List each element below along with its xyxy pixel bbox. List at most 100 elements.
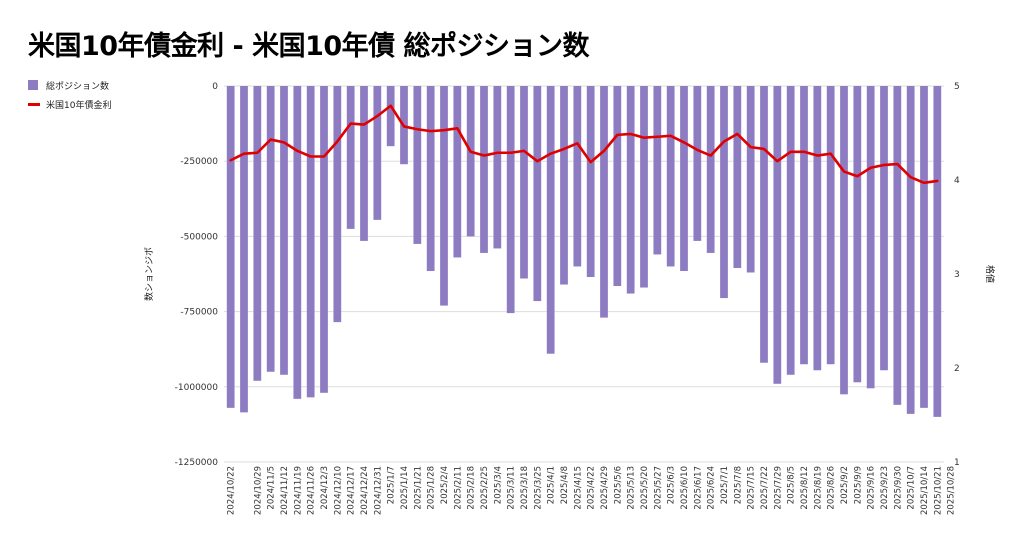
x-tick-label: 2024/11/19 <box>293 466 303 515</box>
bar <box>693 86 702 241</box>
x-tick-label: 2025/8/12 <box>800 466 810 510</box>
x-tick-label: 2024/12/10 <box>333 466 343 515</box>
x-tick-label: 2025/4/22 <box>587 466 597 510</box>
bar <box>773 86 782 384</box>
x-tick-label: 2025/7/1 <box>720 466 730 504</box>
bar <box>853 86 862 383</box>
y-tick-right: 3 <box>954 270 960 280</box>
x-tick-label: 2025/9/2 <box>840 466 850 504</box>
bar <box>666 86 675 267</box>
x-tick-label: 2025/9/16 <box>867 466 877 510</box>
bar <box>786 86 795 375</box>
legend-item-positions: 総ポジション数 <box>28 78 109 92</box>
x-tick-label: 2024/12/24 <box>360 466 370 515</box>
x-tick-label: 2025/3/18 <box>520 466 530 510</box>
y-tick-left: -250000 <box>180 157 218 167</box>
x-tick-label: 2025/6/10 <box>680 466 690 510</box>
bar <box>453 86 462 258</box>
x-tick-label: 2025/8/5 <box>787 466 797 504</box>
bar <box>413 86 422 244</box>
bar <box>546 86 555 354</box>
bar <box>493 86 502 249</box>
legend-item-yield: 米国10年債金利 <box>28 97 111 111</box>
bar <box>520 86 528 279</box>
bar <box>506 86 515 314</box>
x-tick-label: 2025/6/24 <box>707 466 717 510</box>
bar <box>933 86 942 417</box>
bar <box>760 86 768 363</box>
x-tick-label: 2025/8/26 <box>827 466 837 510</box>
bar <box>920 86 928 408</box>
x-tick-label: 2025/7/15 <box>747 466 757 510</box>
x-tick-label: 2024/11/5 <box>267 466 277 510</box>
bar <box>813 86 822 371</box>
x-tick-label: 2025/10/14 <box>920 466 930 515</box>
bar <box>560 86 568 285</box>
x-tick-label: 2024/12/31 <box>373 466 383 515</box>
x-tick-label: 2025/8/19 <box>813 466 823 510</box>
y-tick-left: -500000 <box>180 232 218 242</box>
x-tick-label: 2025/3/4 <box>493 466 503 504</box>
bar <box>320 86 328 393</box>
y-tick-left: -750000 <box>180 308 218 318</box>
x-tick-label: 2025/7/8 <box>733 466 743 504</box>
y-tick-left: 0 <box>212 82 218 92</box>
x-tick-label: 2025/2/18 <box>467 466 477 510</box>
legend-label-yield: 米国10年債金利 <box>46 100 112 111</box>
chart-title: 米国10年債金利 - 米国10年債 総ポジション数 <box>28 31 590 62</box>
x-tick-label: 2025/5/20 <box>640 466 650 510</box>
x-tick-label: 2024/12/3 <box>320 466 330 510</box>
x-tick-label: 2025/5/6 <box>613 466 623 504</box>
bar <box>306 86 315 398</box>
bar <box>720 86 728 299</box>
x-tick-label: 2025/4/15 <box>573 466 583 510</box>
bar <box>600 86 608 318</box>
bar <box>440 86 448 306</box>
bar <box>480 86 488 253</box>
legend-swatch-bar <box>28 80 38 90</box>
bar <box>706 86 715 253</box>
y-axis-label-left: 数ションジポ <box>143 247 155 301</box>
x-tick-label: 2025/7/22 <box>760 466 770 510</box>
x-tick-label: 2025/2/11 <box>453 466 463 510</box>
bar <box>386 86 395 147</box>
bar <box>880 86 888 371</box>
bar <box>906 86 915 414</box>
x-tick-label: 2025/6/17 <box>693 466 703 510</box>
bar <box>426 86 435 271</box>
x-tick-label: 2024/11/26 <box>307 466 317 515</box>
x-tick-label: 2025/4/29 <box>600 466 610 510</box>
x-tick-label: 2025/5/27 <box>653 466 663 510</box>
x-tick-label: 2024/11/12 <box>280 466 290 515</box>
x-tick-label: 2025/2/4 <box>440 466 450 504</box>
x-tick-label: 2025/3/11 <box>507 466 517 510</box>
bar <box>466 86 475 237</box>
x-tick-label: 2025/3/25 <box>533 466 543 510</box>
bar <box>226 86 235 408</box>
bar <box>893 86 902 405</box>
bar <box>800 86 808 365</box>
bar <box>680 86 688 271</box>
bar <box>653 86 662 255</box>
y-tick-right: 1 <box>954 458 960 468</box>
x-tick-label: 2025/1/21 <box>413 466 423 510</box>
x-tick-label: 2025/2/25 <box>480 466 490 510</box>
bar <box>253 86 262 381</box>
x-tick-label: 2025/10/21 <box>933 466 943 515</box>
x-tick-label: 2025/1/14 <box>400 466 410 510</box>
bar <box>533 86 542 302</box>
x-tick-label: 2024/10/22 <box>227 466 237 515</box>
x-tick-label: 2025/10/28 <box>947 466 957 515</box>
y-tick-left: -1000000 <box>175 383 219 393</box>
x-tick-label: 2025/4/8 <box>560 466 570 504</box>
x-tick-label: 2025/9/30 <box>893 466 903 510</box>
bar <box>573 86 582 267</box>
legend-label-positions: 総ポジション数 <box>46 81 110 92</box>
x-tick-label: 2025/1/7 <box>387 466 397 504</box>
x-tick-label: 2025/9/23 <box>880 466 890 510</box>
x-tick-label: 2025/9/9 <box>853 466 863 504</box>
yield-line <box>229 104 939 185</box>
y-tick-left: -1250000 <box>175 458 219 468</box>
bar <box>626 86 635 294</box>
